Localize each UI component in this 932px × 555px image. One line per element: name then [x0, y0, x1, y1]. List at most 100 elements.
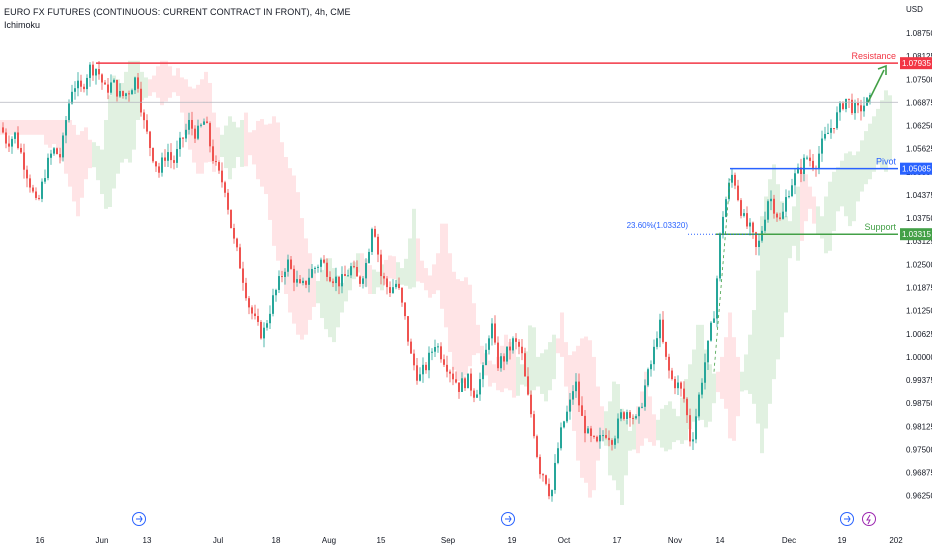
candle-body	[455, 379, 457, 382]
event-icon-circle	[863, 513, 876, 526]
cloud-segment	[156, 66, 160, 97]
price-tag-text-pivot: 1.05085	[902, 165, 931, 174]
candle-body	[266, 323, 268, 327]
candle-body	[521, 347, 523, 353]
cloud-segment	[416, 238, 420, 281]
cloud-segment	[860, 140, 864, 191]
candle-body	[659, 320, 661, 338]
candle-body	[137, 77, 139, 88]
cloud-segment	[320, 270, 324, 318]
cloud-segment	[544, 350, 548, 402]
candle-body	[593, 436, 595, 437]
candle-body	[707, 341, 709, 363]
candle-body	[848, 99, 850, 100]
candle-body	[263, 328, 265, 339]
candle-body	[125, 93, 127, 96]
candle-body	[173, 160, 175, 163]
candle-body	[647, 369, 649, 385]
candle-body	[14, 132, 16, 138]
candle-body	[443, 359, 445, 365]
candle-body	[608, 438, 610, 440]
cloud-segment	[144, 77, 148, 97]
candle-body	[146, 120, 148, 131]
candle-body	[215, 161, 217, 162]
cloud-segment	[288, 168, 292, 312]
candle-body	[182, 138, 184, 139]
candle-body	[50, 154, 52, 158]
candle-body	[779, 217, 781, 218]
candle-body	[185, 130, 187, 139]
cloud-segment	[536, 357, 540, 387]
candle-body	[695, 416, 697, 439]
cloud-segment	[840, 161, 844, 207]
cloud-segment	[216, 127, 220, 160]
cloud-segment	[108, 95, 112, 207]
candle-body	[128, 93, 130, 94]
price-tick-label: 1.06875	[906, 98, 932, 107]
candle-body	[503, 356, 505, 361]
candle-body	[557, 448, 559, 463]
candle-body	[410, 342, 412, 354]
cloud-segment	[432, 264, 436, 294]
candle-body	[515, 338, 517, 342]
time-tick-label: Dec	[782, 536, 796, 545]
candle-body	[506, 347, 508, 362]
candle-body	[671, 371, 673, 379]
candle-body	[620, 412, 622, 418]
candle-body	[776, 214, 778, 218]
candle-body	[236, 239, 238, 248]
candle-body	[209, 123, 211, 146]
economic-event-icon[interactable]	[133, 513, 146, 526]
candle-body	[314, 268, 316, 269]
cloud-segment	[152, 76, 156, 93]
indicator-label[interactable]: Ichimoku	[4, 20, 40, 30]
candle-body	[845, 99, 847, 109]
economic-event-icon[interactable]	[502, 513, 515, 526]
cloud-segment	[112, 76, 116, 189]
candle-body	[89, 65, 91, 78]
candle-body	[377, 237, 379, 255]
time-tick-label: Nov	[668, 536, 682, 545]
cloud-segment	[224, 126, 228, 169]
candle-body	[536, 436, 538, 457]
cloud-segment	[732, 337, 736, 441]
cloud-segment	[220, 135, 224, 157]
candle-body	[860, 105, 862, 111]
candle-body	[737, 186, 739, 200]
candle-body	[122, 91, 124, 96]
candle-body	[140, 89, 142, 113]
lightning-event-icon[interactable]	[863, 513, 876, 526]
candle-body	[380, 255, 382, 277]
cloud-segment	[612, 382, 616, 481]
candle-body	[269, 314, 271, 323]
candle-body	[194, 129, 196, 139]
candle-body	[176, 149, 178, 163]
candle-body	[692, 439, 694, 441]
price-tick-label: 1.04375	[906, 191, 932, 200]
candle-body	[356, 267, 358, 277]
candle-body	[374, 229, 376, 237]
time-tick-label: 19	[838, 536, 847, 545]
cloud-segment	[296, 192, 300, 335]
symbol-title[interactable]: EURO FX FUTURES (CONTINUOUS: CURRENT CON…	[4, 7, 351, 17]
economic-event-icon[interactable]	[841, 513, 854, 526]
candle-body	[863, 106, 865, 112]
candle-body	[221, 171, 223, 183]
candle-body	[437, 346, 439, 347]
candle-body	[134, 77, 136, 90]
candle-body	[770, 199, 772, 201]
candle-body	[119, 91, 121, 97]
candle-body	[224, 182, 226, 192]
cloud-segment	[460, 281, 464, 383]
candle-body	[389, 287, 391, 293]
candle-body	[5, 132, 7, 143]
candle-body	[38, 198, 40, 199]
candle-body	[434, 347, 436, 352]
cloud-segment	[104, 120, 108, 209]
cloud-segment	[84, 127, 88, 179]
time-tick-label: Sep	[441, 536, 456, 545]
cloud-segment	[720, 357, 724, 399]
candle-body	[167, 152, 169, 161]
